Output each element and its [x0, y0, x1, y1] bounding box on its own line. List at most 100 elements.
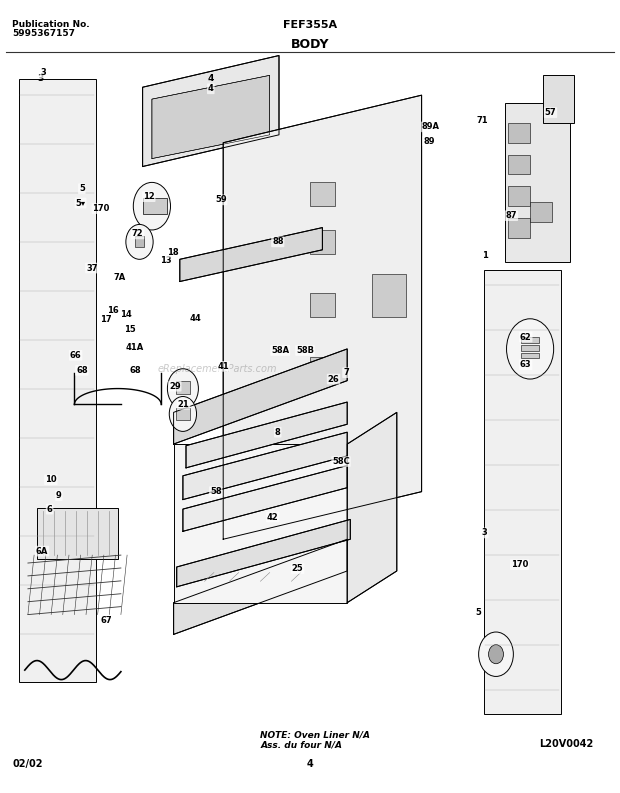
- Text: 44: 44: [190, 314, 201, 324]
- Text: 41: 41: [218, 362, 229, 371]
- Text: 62: 62: [520, 332, 531, 342]
- Text: 3: 3: [37, 75, 43, 83]
- Bar: [505, 103, 570, 262]
- Polygon shape: [174, 349, 347, 444]
- Bar: [372, 274, 406, 317]
- Text: 25: 25: [292, 564, 303, 573]
- Text: 29: 29: [169, 381, 180, 391]
- Text: 4: 4: [307, 759, 313, 769]
- Bar: [135, 236, 144, 247]
- Text: 02/02: 02/02: [12, 759, 43, 769]
- Text: 4: 4: [208, 84, 214, 94]
- Text: 87: 87: [506, 211, 517, 220]
- Bar: [521, 337, 539, 343]
- Polygon shape: [174, 539, 347, 634]
- Text: 5: 5: [79, 184, 85, 193]
- Polygon shape: [186, 402, 347, 468]
- Text: 89A: 89A: [422, 122, 440, 132]
- Bar: [310, 293, 335, 317]
- Polygon shape: [152, 75, 270, 159]
- Bar: [542, 75, 574, 123]
- Bar: [508, 155, 530, 174]
- Text: 63: 63: [520, 360, 531, 370]
- Text: 58: 58: [210, 487, 221, 496]
- Circle shape: [507, 319, 554, 379]
- Text: 57: 57: [545, 108, 556, 117]
- Bar: [310, 182, 335, 206]
- Bar: [530, 202, 552, 222]
- Polygon shape: [347, 412, 397, 603]
- Text: 16: 16: [107, 306, 118, 316]
- Text: 6A: 6A: [36, 546, 48, 556]
- Text: BODY: BODY: [291, 38, 329, 51]
- Circle shape: [167, 369, 198, 408]
- Text: 67: 67: [101, 615, 112, 625]
- Text: 88: 88: [272, 237, 283, 247]
- Text: 12: 12: [143, 192, 154, 201]
- Bar: [19, 79, 96, 682]
- Polygon shape: [223, 95, 422, 539]
- Polygon shape: [183, 432, 347, 500]
- Bar: [174, 444, 347, 603]
- Text: 7: 7: [343, 368, 349, 377]
- Bar: [508, 218, 530, 238]
- Text: 72: 72: [132, 229, 143, 239]
- Text: 9: 9: [56, 491, 62, 500]
- Text: FEF355A: FEF355A: [283, 20, 337, 30]
- Bar: [310, 357, 335, 381]
- Text: 5▾: 5▾: [76, 198, 86, 208]
- Text: 4: 4: [208, 75, 214, 83]
- Text: 3: 3: [40, 68, 46, 78]
- Text: 5995367157: 5995367157: [12, 29, 76, 38]
- Bar: [508, 186, 530, 206]
- Text: 17: 17: [100, 315, 111, 324]
- Bar: [521, 345, 539, 351]
- Polygon shape: [177, 519, 350, 587]
- Text: 3: 3: [482, 528, 488, 538]
- Text: 71: 71: [477, 116, 488, 125]
- Text: 68: 68: [130, 366, 141, 375]
- Circle shape: [479, 632, 513, 676]
- Text: 37: 37: [86, 263, 97, 273]
- Polygon shape: [143, 56, 279, 167]
- Text: 41A: 41A: [126, 343, 144, 352]
- Bar: [176, 408, 190, 420]
- Text: 58A: 58A: [271, 346, 290, 355]
- Text: 66: 66: [70, 351, 81, 360]
- Bar: [484, 270, 561, 714]
- Bar: [521, 353, 539, 358]
- Bar: [143, 198, 167, 214]
- Text: 42: 42: [267, 512, 278, 522]
- Text: 21: 21: [178, 400, 189, 409]
- Polygon shape: [183, 465, 347, 531]
- Text: 6: 6: [46, 504, 53, 514]
- Text: 58C: 58C: [332, 457, 350, 466]
- Text: L20V0042: L20V0042: [539, 739, 594, 749]
- Text: 18: 18: [167, 247, 178, 257]
- Circle shape: [126, 224, 153, 259]
- Text: 8: 8: [275, 427, 281, 437]
- Text: 15: 15: [125, 324, 136, 334]
- Text: 13: 13: [161, 255, 172, 265]
- Bar: [176, 381, 190, 394]
- Circle shape: [489, 645, 503, 664]
- Text: 68: 68: [76, 366, 87, 375]
- Text: NOTE: Oven Liner N/A: NOTE: Oven Liner N/A: [260, 730, 370, 739]
- Circle shape: [169, 396, 197, 431]
- Text: 10: 10: [45, 475, 56, 485]
- Circle shape: [133, 182, 171, 230]
- Text: 59: 59: [215, 195, 226, 205]
- Text: 5: 5: [476, 607, 482, 617]
- Polygon shape: [180, 228, 322, 282]
- Text: 14: 14: [120, 309, 131, 319]
- Text: 1: 1: [482, 251, 488, 260]
- Text: 170: 170: [511, 560, 528, 569]
- Bar: [37, 508, 118, 559]
- Text: Publication No.: Publication No.: [12, 20, 90, 29]
- Text: 7A: 7A: [113, 273, 126, 282]
- Bar: [508, 123, 530, 143]
- Text: eReplacementParts.com: eReplacementParts.com: [157, 364, 277, 374]
- Text: Ass. du four N/A: Ass. du four N/A: [260, 741, 342, 749]
- Text: 58B: 58B: [296, 346, 314, 355]
- Text: 89: 89: [423, 136, 435, 146]
